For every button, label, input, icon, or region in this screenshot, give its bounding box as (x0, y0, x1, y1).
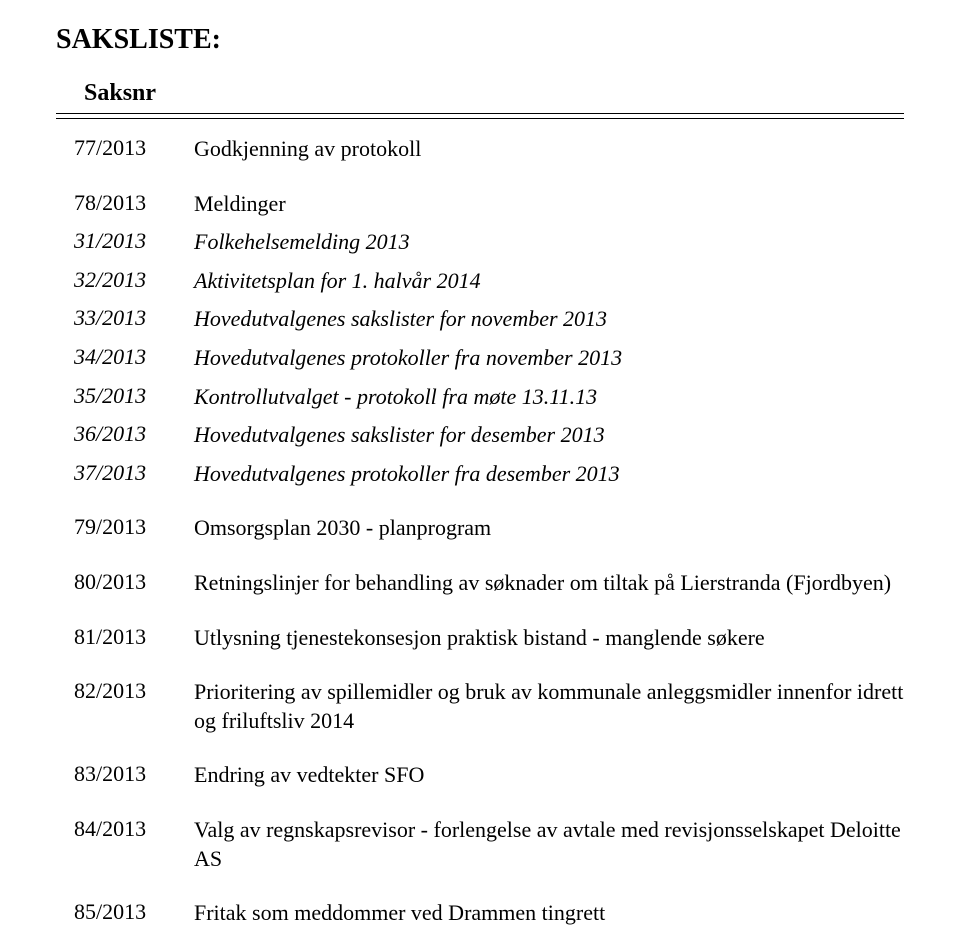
list-item: 82/2013Prioritering av spillemidler og b… (56, 678, 904, 735)
list-item: 85/2013Fritak som meddommer ved Drammen … (56, 899, 904, 928)
case-number: 83/2013 (56, 761, 194, 787)
case-number: 31/2013 (56, 228, 194, 254)
case-title: Utlysning tjenestekonsesjon praktisk bis… (194, 624, 904, 653)
case-title: Endring av vedtekter SFO (194, 761, 904, 790)
case-title: Prioritering av spillemidler og bruk av … (194, 678, 904, 735)
case-title: Valg av regnskapsrevisor - forlengelse a… (194, 816, 904, 873)
list-item: 31/2013Folkehelsemelding 2013 (56, 228, 904, 257)
case-number: 33/2013 (56, 305, 194, 331)
divider (56, 113, 904, 119)
case-number: 37/2013 (56, 460, 194, 486)
case-number: 34/2013 (56, 344, 194, 370)
case-number: 84/2013 (56, 816, 194, 842)
list-item: 84/2013Valg av regnskapsrevisor - forlen… (56, 816, 904, 873)
list-item: 36/2013Hovedutvalgenes sakslister for de… (56, 421, 904, 450)
case-title: Hovedutvalgenes sakslister for desember … (194, 421, 904, 450)
column-header: Saksnr (56, 80, 904, 107)
list-item: 79/2013Omsorgsplan 2030 - planprogram (56, 514, 904, 543)
case-number: 79/2013 (56, 514, 194, 540)
case-title: Folkehelsemelding 2013 (194, 228, 904, 257)
case-title: Hovedutvalgenes sakslister for november … (194, 305, 904, 334)
list-item: 32/2013Aktivitetsplan for 1. halvår 2014 (56, 267, 904, 296)
case-number: 77/2013 (56, 135, 194, 161)
page-title: SAKSLISTE: (56, 24, 904, 56)
case-number: 36/2013 (56, 421, 194, 447)
case-number: 81/2013 (56, 624, 194, 650)
list-item: 78/2013Meldinger (56, 190, 904, 219)
list-item: 34/2013Hovedutvalgenes protokoller fra n… (56, 344, 904, 373)
document-page: SAKSLISTE: Saksnr 77/2013Godkjenning av … (0, 0, 960, 928)
list-item: 77/2013Godkjenning av protokoll (56, 135, 904, 164)
sak-list: 77/2013Godkjenning av protokoll78/2013Me… (56, 135, 904, 928)
case-number: 80/2013 (56, 569, 194, 595)
case-title: Fritak som meddommer ved Drammen tingret… (194, 899, 904, 928)
case-title: Aktivitetsplan for 1. halvår 2014 (194, 267, 904, 296)
case-number: 78/2013 (56, 190, 194, 216)
case-number: 32/2013 (56, 267, 194, 293)
case-title: Godkjenning av protokoll (194, 135, 904, 164)
list-item: 35/2013Kontrollutvalget - protokoll fra … (56, 383, 904, 412)
case-number: 35/2013 (56, 383, 194, 409)
case-title: Hovedutvalgenes protokoller fra november… (194, 344, 904, 373)
list-item: 83/2013Endring av vedtekter SFO (56, 761, 904, 790)
case-number: 82/2013 (56, 678, 194, 704)
list-item: 37/2013Hovedutvalgenes protokoller fra d… (56, 460, 904, 489)
case-number: 85/2013 (56, 899, 194, 925)
list-item: 33/2013Hovedutvalgenes sakslister for no… (56, 305, 904, 334)
case-title: Hovedutvalgenes protokoller fra desember… (194, 460, 904, 489)
list-item: 80/2013Retningslinjer for behandling av … (56, 569, 904, 598)
list-item: 81/2013Utlysning tjenestekonsesjon prakt… (56, 624, 904, 653)
case-title: Omsorgsplan 2030 - planprogram (194, 514, 904, 543)
case-title: Meldinger (194, 190, 904, 219)
case-title: Kontrollutvalget - protokoll fra møte 13… (194, 383, 904, 412)
case-title: Retningslinjer for behandling av søknade… (194, 569, 904, 598)
